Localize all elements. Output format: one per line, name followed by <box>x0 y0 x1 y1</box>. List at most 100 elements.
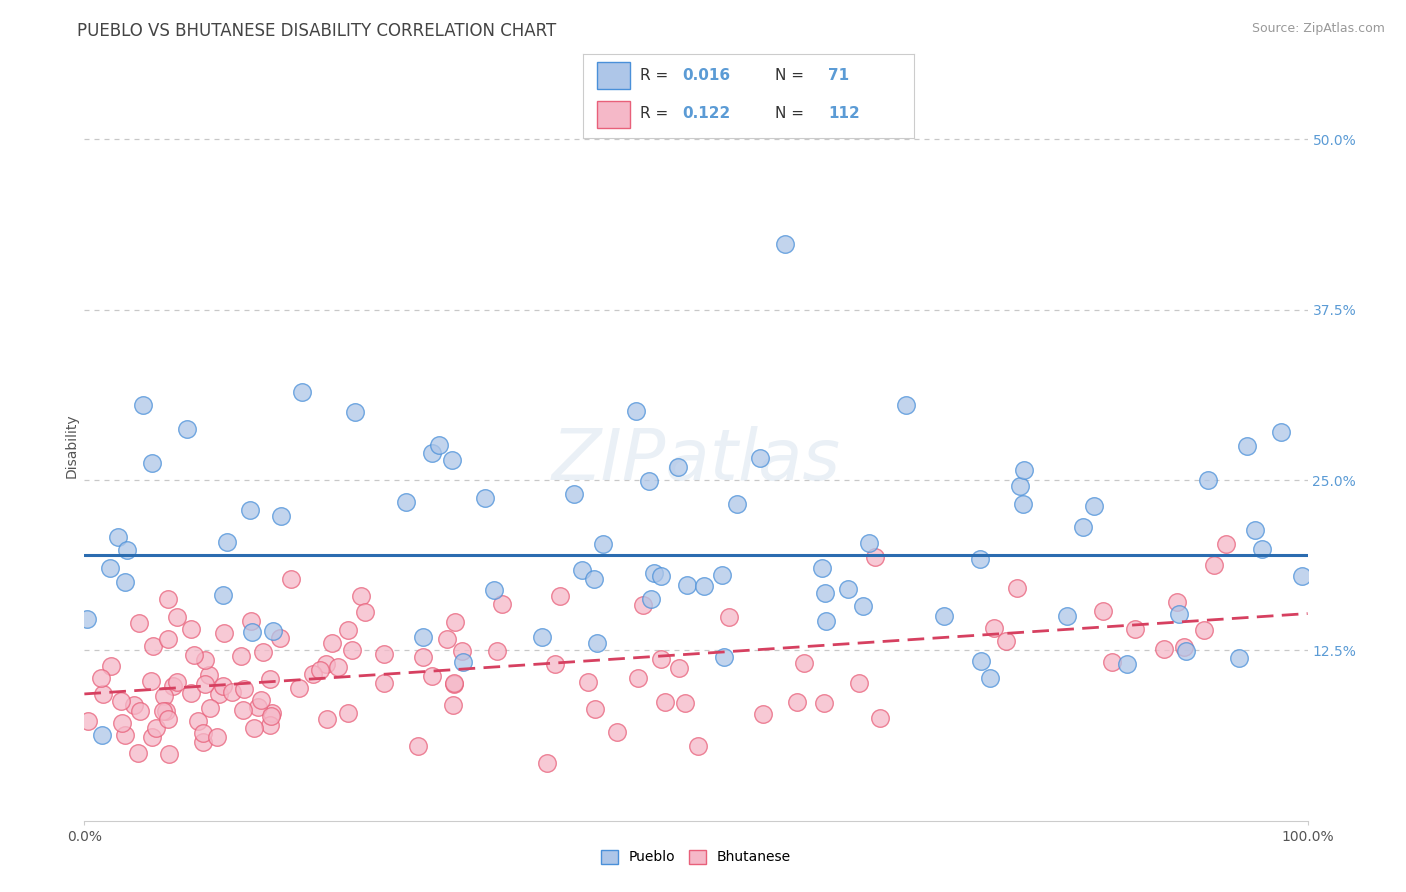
Point <box>207 731 229 745</box>
Point <box>650 651 672 665</box>
Point <box>1244 523 1267 537</box>
Point <box>585 702 607 716</box>
Point <box>194 653 217 667</box>
Point <box>110 715 132 730</box>
Point <box>436 632 458 646</box>
Point <box>1173 640 1195 655</box>
Point <box>441 698 464 713</box>
Point <box>474 491 496 506</box>
Text: N =: N = <box>775 106 808 120</box>
Text: R =: R = <box>640 68 673 83</box>
Text: PUEBLO VS BHUTANESE DISABILITY CORRELATION CHART: PUEBLO VS BHUTANESE DISABILITY CORRELATI… <box>77 22 557 40</box>
Point <box>194 676 217 690</box>
Point <box>141 456 163 470</box>
Point <box>420 669 443 683</box>
Point <box>837 582 859 596</box>
Point <box>110 694 132 708</box>
Point <box>350 589 373 603</box>
Point <box>328 660 350 674</box>
Point <box>221 685 243 699</box>
Point <box>212 679 235 693</box>
Point <box>440 453 463 467</box>
Point <box>544 657 567 671</box>
Y-axis label: Disability: Disability <box>65 414 79 478</box>
Point <box>353 605 375 619</box>
Point <box>117 542 139 557</box>
Point <box>1197 473 1219 487</box>
Point <box>869 711 891 725</box>
Point <box>98 561 121 575</box>
Point <box>373 676 395 690</box>
Point <box>91 728 114 742</box>
Point <box>1270 425 1292 440</box>
Legend: Pueblo, Bhutanese: Pueblo, Bhutanese <box>595 844 797 870</box>
Point <box>444 615 467 629</box>
Point <box>1012 463 1035 477</box>
Point <box>420 446 443 460</box>
Point <box>162 679 184 693</box>
Point <box>548 589 571 603</box>
Point <box>606 725 628 739</box>
Point <box>752 707 775 722</box>
Point <box>114 728 136 742</box>
Point <box>176 421 198 435</box>
Point <box>748 450 770 465</box>
Point <box>269 631 291 645</box>
Point <box>302 666 325 681</box>
Point <box>152 704 174 718</box>
Point <box>214 626 236 640</box>
Point <box>124 698 146 712</box>
Point <box>198 668 221 682</box>
Point <box>395 494 418 508</box>
Point <box>187 714 209 729</box>
Point <box>156 632 179 647</box>
Point <box>631 599 654 613</box>
Point <box>1012 498 1035 512</box>
Point <box>1291 569 1313 583</box>
Point <box>166 675 188 690</box>
Point <box>536 756 558 771</box>
Point <box>191 734 214 748</box>
Point <box>1250 541 1272 556</box>
Point <box>107 530 129 544</box>
Point <box>128 615 150 630</box>
Text: 0.122: 0.122 <box>683 106 731 120</box>
Point <box>240 624 263 639</box>
Point <box>686 739 709 753</box>
Point <box>180 622 202 636</box>
Point <box>145 721 167 735</box>
Text: N =: N = <box>775 68 808 83</box>
Point <box>208 687 231 701</box>
Point <box>813 696 835 710</box>
Point <box>637 474 659 488</box>
Point <box>643 566 665 581</box>
Point <box>1153 642 1175 657</box>
Point <box>693 579 716 593</box>
Point <box>336 706 359 720</box>
Point <box>932 608 955 623</box>
Point <box>427 438 450 452</box>
Point <box>412 630 434 644</box>
Point <box>564 487 586 501</box>
Point <box>443 676 465 690</box>
Point <box>713 649 735 664</box>
Point <box>786 695 808 709</box>
Point <box>336 624 359 638</box>
Text: Source: ZipAtlas.com: Source: ZipAtlas.com <box>1251 22 1385 36</box>
Point <box>1056 608 1078 623</box>
Point <box>858 536 880 550</box>
Point <box>626 404 648 418</box>
Point <box>814 585 837 599</box>
Point <box>582 572 605 586</box>
Point <box>863 549 886 564</box>
Point <box>239 503 262 517</box>
Point <box>793 656 815 670</box>
Text: R =: R = <box>640 106 673 120</box>
Point <box>260 706 283 721</box>
Point <box>343 405 366 419</box>
Point <box>814 614 837 628</box>
Point <box>1123 622 1146 636</box>
Point <box>240 615 263 629</box>
Point <box>408 739 430 753</box>
Point <box>983 621 1005 635</box>
